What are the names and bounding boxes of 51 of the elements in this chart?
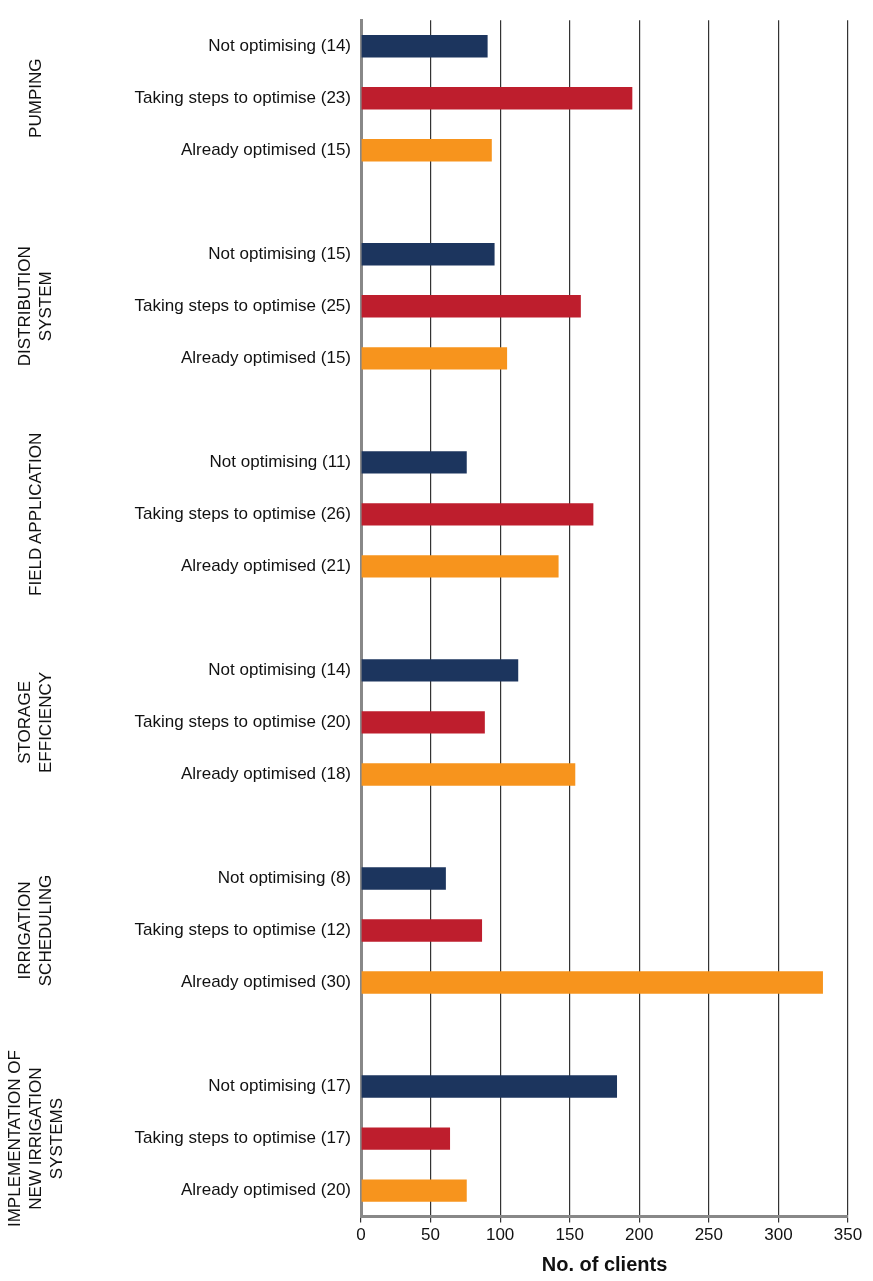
x-tick-label: 100 xyxy=(485,1225,515,1245)
bar xyxy=(361,35,488,58)
text: FIELD APPLICATION xyxy=(25,432,45,596)
bar xyxy=(361,555,559,578)
text: PUMPING xyxy=(25,58,45,138)
bar xyxy=(361,87,633,110)
bar xyxy=(361,139,492,162)
y-tick-label: Not optimising (17) xyxy=(208,1076,351,1096)
y-tick-label: Taking steps to optimise (17) xyxy=(134,1128,351,1148)
text: STORAGE EFFICIENCY xyxy=(15,671,56,773)
text: IRRIGATION SCHEDULING xyxy=(15,874,56,987)
bar xyxy=(361,1179,467,1202)
x-tick-label: 250 xyxy=(694,1225,724,1245)
y-tick-label: Already optimised (18) xyxy=(180,764,351,784)
x-tick-label: 300 xyxy=(764,1225,793,1245)
x-tick-label: 150 xyxy=(555,1225,584,1245)
x-tick-label: 350 xyxy=(833,1225,863,1245)
y-tick-label: Already optimised (30) xyxy=(180,972,351,992)
bar xyxy=(361,711,485,734)
bar xyxy=(361,1075,618,1098)
bar xyxy=(361,659,519,682)
x-axis-title: No. of clients xyxy=(541,1252,668,1275)
bar xyxy=(361,243,495,266)
y-tick-label: Taking steps to optimise (26) xyxy=(134,504,351,524)
bar xyxy=(361,347,508,370)
y-tick-label: Not optimising (11) xyxy=(209,452,351,472)
bar xyxy=(361,971,823,994)
text: DISTRIBUTION SYSTEM xyxy=(15,246,56,367)
text: IMPLEMENTATION OF NEW IRRIGATION SYSTEMS xyxy=(4,1050,66,1228)
bar xyxy=(361,763,576,786)
x-tick-label: 50 xyxy=(421,1225,441,1245)
bar xyxy=(361,295,581,318)
y-tick-label: Already optimised (15) xyxy=(180,139,351,159)
bar xyxy=(361,451,467,474)
x-tick-label: 0 xyxy=(356,1225,366,1245)
bar xyxy=(361,1127,451,1150)
y-tick-label: Not optimising (14) xyxy=(208,660,351,680)
bar xyxy=(361,919,483,942)
y-tick-label: Taking steps to optimise (25) xyxy=(134,295,351,315)
bar xyxy=(361,867,446,890)
y-tick-label: Already optimised (21) xyxy=(180,556,351,576)
y-tick-label: Already optimised (20) xyxy=(180,1180,351,1200)
y-tick-label: Already optimised (15) xyxy=(180,348,351,367)
y-tick-label: Not optimising (15) xyxy=(208,243,351,263)
y-tick-label: Taking steps to optimise (23) xyxy=(134,87,351,107)
x-tick-label: 200 xyxy=(625,1225,654,1245)
bar xyxy=(361,503,594,526)
y-tick-label: Not optimising (8) xyxy=(217,868,351,888)
y-tick-label: Taking steps to optimise (20) xyxy=(134,712,351,732)
y-tick-label: Taking steps to optimise (12) xyxy=(134,920,351,940)
y-tick-label: Not optimising (14) xyxy=(208,35,351,55)
